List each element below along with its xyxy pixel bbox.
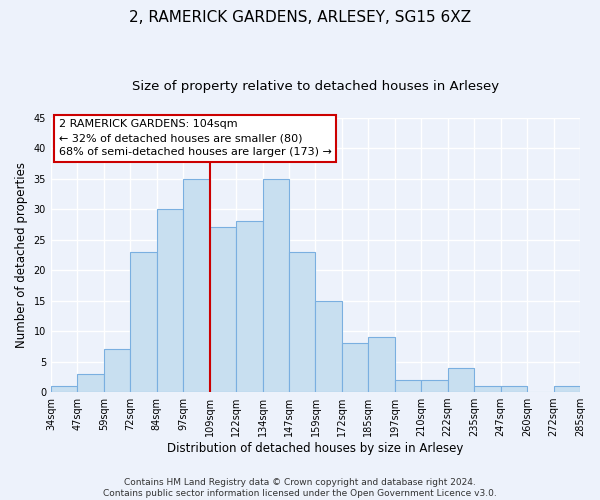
Bar [289,252,316,392]
Bar [448,368,474,392]
Bar [421,380,448,392]
Bar [474,386,500,392]
Bar [77,374,104,392]
Y-axis label: Number of detached properties: Number of detached properties [15,162,28,348]
Bar [183,178,209,392]
Bar [395,380,421,392]
Bar [316,300,342,392]
Bar [236,222,263,392]
Bar [130,252,157,392]
Bar [500,386,527,392]
Text: 2 RAMERICK GARDENS: 104sqm
← 32% of detached houses are smaller (80)
68% of semi: 2 RAMERICK GARDENS: 104sqm ← 32% of deta… [59,119,332,157]
Bar [51,386,77,392]
Bar [104,350,130,392]
Bar [209,228,236,392]
Bar [157,209,183,392]
Bar [554,386,580,392]
Text: 2, RAMERICK GARDENS, ARLESEY, SG15 6XZ: 2, RAMERICK GARDENS, ARLESEY, SG15 6XZ [129,10,471,25]
Text: Contains HM Land Registry data © Crown copyright and database right 2024.
Contai: Contains HM Land Registry data © Crown c… [103,478,497,498]
X-axis label: Distribution of detached houses by size in Arlesey: Distribution of detached houses by size … [167,442,464,455]
Bar [342,344,368,392]
Title: Size of property relative to detached houses in Arlesey: Size of property relative to detached ho… [132,80,499,93]
Bar [263,178,289,392]
Bar [368,337,395,392]
